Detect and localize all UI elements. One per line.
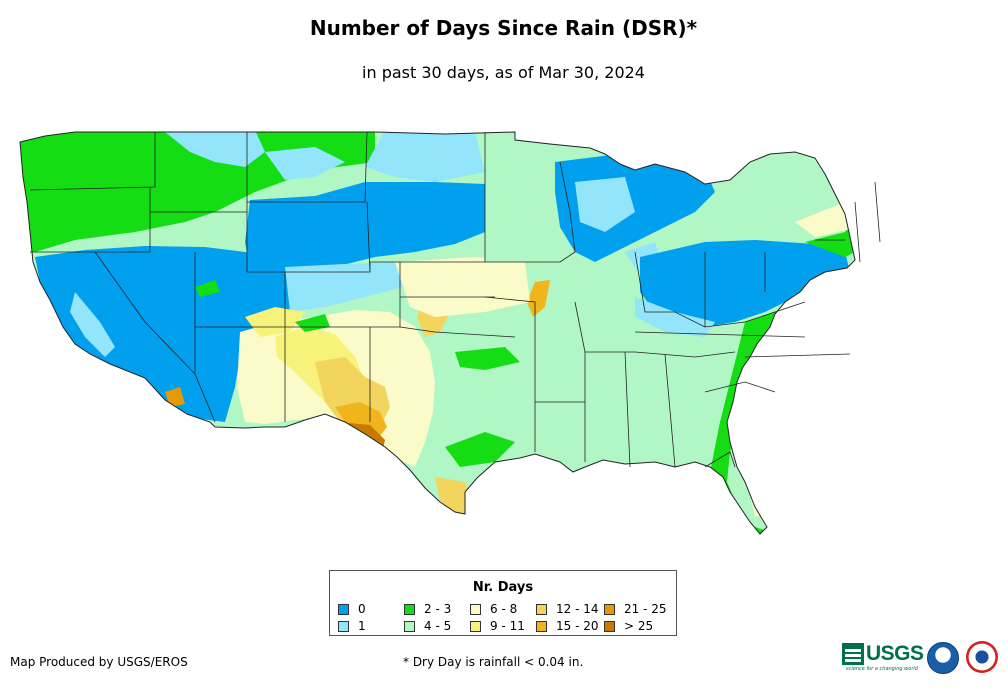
legend-item-15-20: 15 - 20 [536, 619, 599, 633]
legend-item-6-8: 6 - 8 [470, 602, 517, 616]
legend-item-4-5: 4 - 5 [404, 619, 451, 633]
map-credit: Map Produced by USGS/EROS [10, 655, 188, 669]
legend-label: 15 - 20 [556, 619, 599, 633]
legend-label: 21 - 25 [624, 602, 667, 616]
legend-item-21-25: 21 - 25 [604, 602, 667, 616]
legend-label: 1 [358, 619, 366, 633]
legend-swatch [404, 603, 415, 615]
legend-label: 6 - 8 [490, 602, 518, 616]
legend-swatch [604, 620, 615, 632]
legend-label: 12 - 14 [556, 602, 599, 616]
legend-item-9-11: 9 - 11 [470, 619, 525, 633]
noaa-logo [927, 642, 959, 674]
usgs-wave-icon [842, 643, 864, 665]
legend-label: 9 - 11 [490, 619, 525, 633]
legend-item-12-14: 12 - 14 [536, 602, 599, 616]
legend-title: Nr. Days [472, 580, 534, 595]
legend-item-1: 1 [338, 619, 366, 633]
legend-swatch [338, 603, 349, 615]
legend: Nr. Days 0 1 2 - 3 4 - 5 6 - 8 9 - 11 12… [329, 570, 677, 636]
legend-swatch [470, 603, 481, 615]
map-title: Number of Days Since Rain (DSR)* [309, 16, 698, 40]
legend-label: 4 - 5 [424, 619, 452, 633]
legend-swatch [536, 603, 547, 615]
legend-swatch [604, 603, 615, 615]
legend-item-2-3: 2 - 3 [404, 602, 451, 616]
nws-logo [966, 641, 998, 673]
legend-label: 2 - 3 [424, 602, 452, 616]
legend-item-0: 0 [338, 602, 366, 616]
agency-logos: USGS science for a changing world [842, 640, 1002, 676]
map-subtitle: in past 30 days, as of Mar 30, 2024 [362, 63, 645, 82]
legend-swatch [404, 620, 415, 632]
legend-label: > 25 [624, 619, 654, 633]
dsr-map [19, 131, 881, 535]
usgs-logo-text: USGS [866, 642, 924, 665]
legend-label: 0 [358, 602, 366, 616]
legend-swatch [470, 620, 481, 632]
dry-day-note: * Dry Day is rainfall < 0.04 in. [403, 655, 584, 669]
usgs-logo: USGS [842, 642, 924, 666]
usgs-tagline: science for a changing world [846, 666, 918, 672]
legend-item-gt-25: > 25 [604, 619, 653, 633]
legend-swatch [338, 620, 349, 632]
legend-swatch [536, 620, 547, 632]
